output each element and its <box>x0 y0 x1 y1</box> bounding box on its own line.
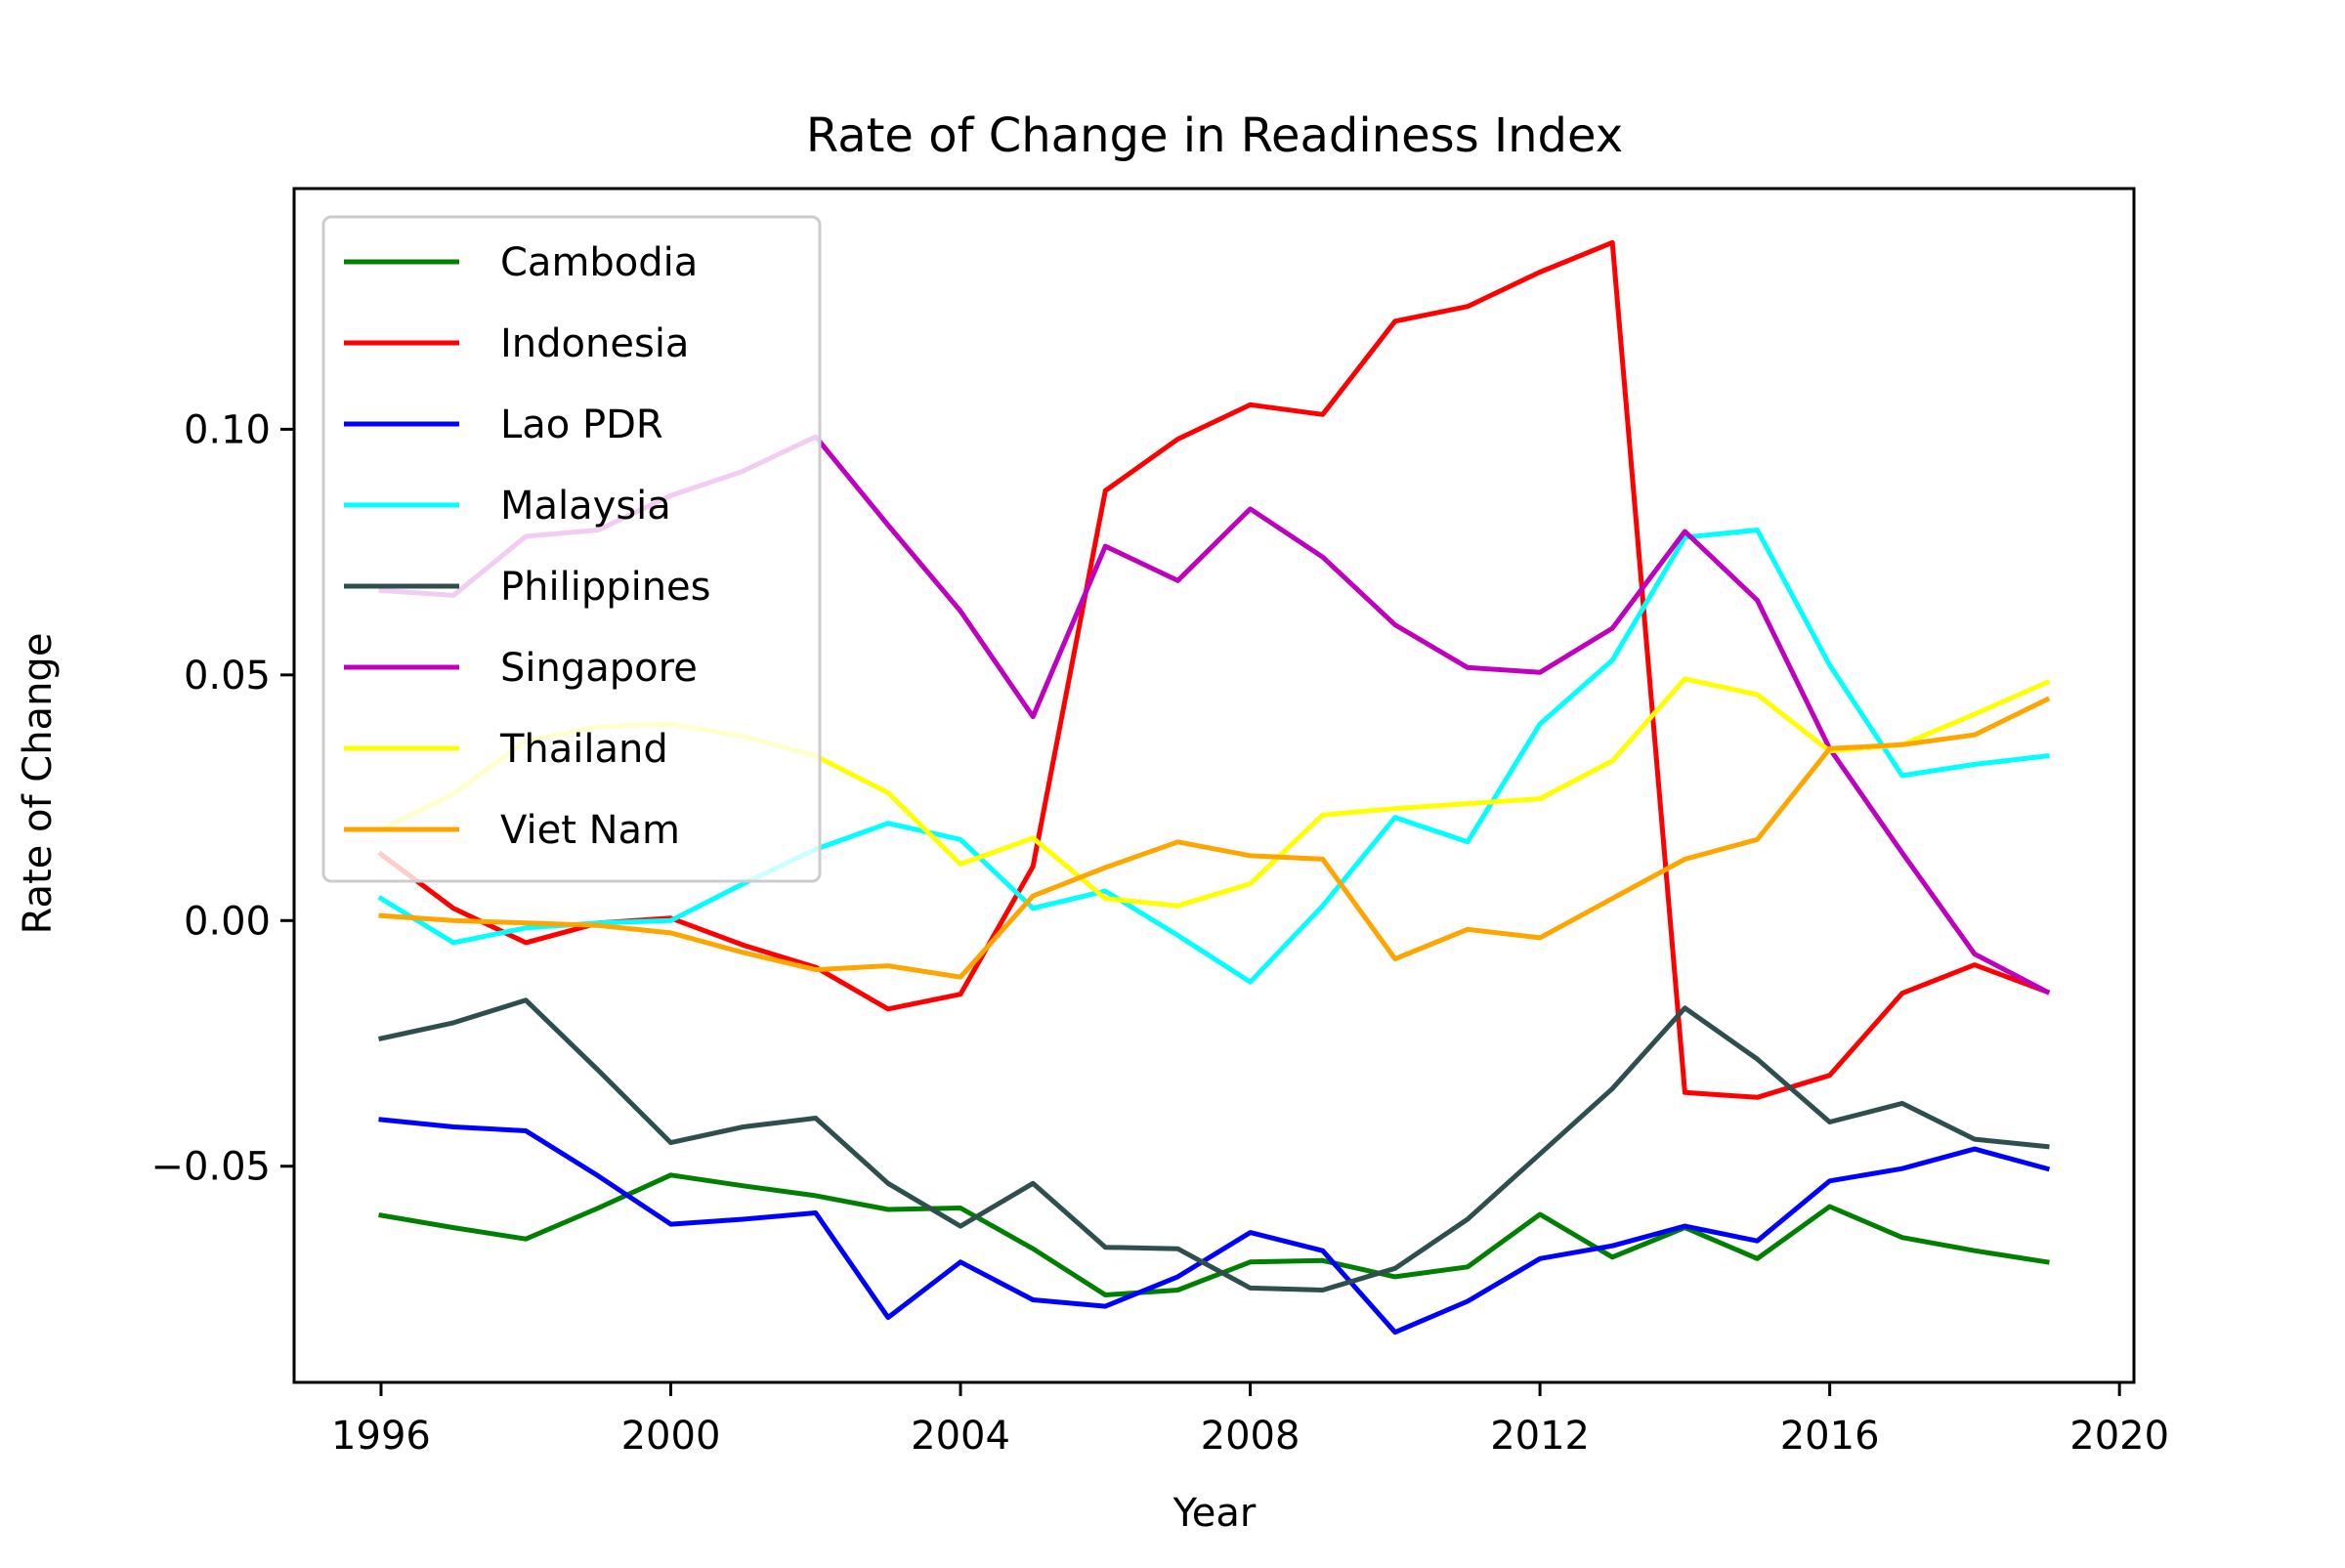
x-tick-label: 2012 <box>1490 1414 1590 1459</box>
legend-label-lao-pdr: Lao PDR <box>500 403 663 447</box>
y-axis-label: Rate of Change <box>16 633 61 935</box>
series-line-lao-pdr <box>378 1117 2051 1335</box>
series-line-cambodia <box>378 1172 2050 1297</box>
legend-label-thailand: Thailand <box>499 727 668 772</box>
x-axis-label: Year <box>1172 1491 1257 1536</box>
series-line-philippines <box>378 997 2050 1293</box>
legend-box <box>321 215 822 883</box>
legend-label-cambodia: Cambodia <box>500 240 698 285</box>
x-tick-label: 1996 <box>331 1414 431 1459</box>
chart-title: Rate of Change in Readiness Index <box>806 108 1623 163</box>
axis-ticks: 1996 2000 2004 2008 2012 2016 2020 −0.05 0.00 0.0… <box>150 407 2169 1459</box>
series-line-viet-nam <box>378 696 2051 980</box>
legend-label-malaysia: Malaysia <box>500 484 671 529</box>
x-tick-label: 2016 <box>1780 1414 1880 1459</box>
y-tick-label: 0.05 <box>184 654 271 699</box>
legend-label-philippines: Philippines <box>500 565 711 610</box>
y-tick-label: 0.00 <box>184 899 271 944</box>
series-line-malaysia <box>377 528 2050 985</box>
legend: Cambodia Indonesia Lao PDR Malaysia Philippi… <box>321 215 822 883</box>
x-tick-label: 2004 <box>911 1414 1010 1459</box>
y-tick-label: 0.10 <box>184 407 271 452</box>
legend-label-indonesia: Indonesia <box>500 321 689 366</box>
x-tick-label: 2000 <box>621 1414 721 1459</box>
legend-label-viet-nam: Viet Nam <box>500 808 680 853</box>
x-tick-label: 2020 <box>2069 1414 2169 1459</box>
x-tick-label: 2008 <box>1201 1414 1300 1459</box>
legend-label-singapore: Singapore <box>500 646 698 691</box>
plot-frame <box>292 187 2136 1384</box>
y-tick-label: −0.05 <box>150 1145 271 1190</box>
